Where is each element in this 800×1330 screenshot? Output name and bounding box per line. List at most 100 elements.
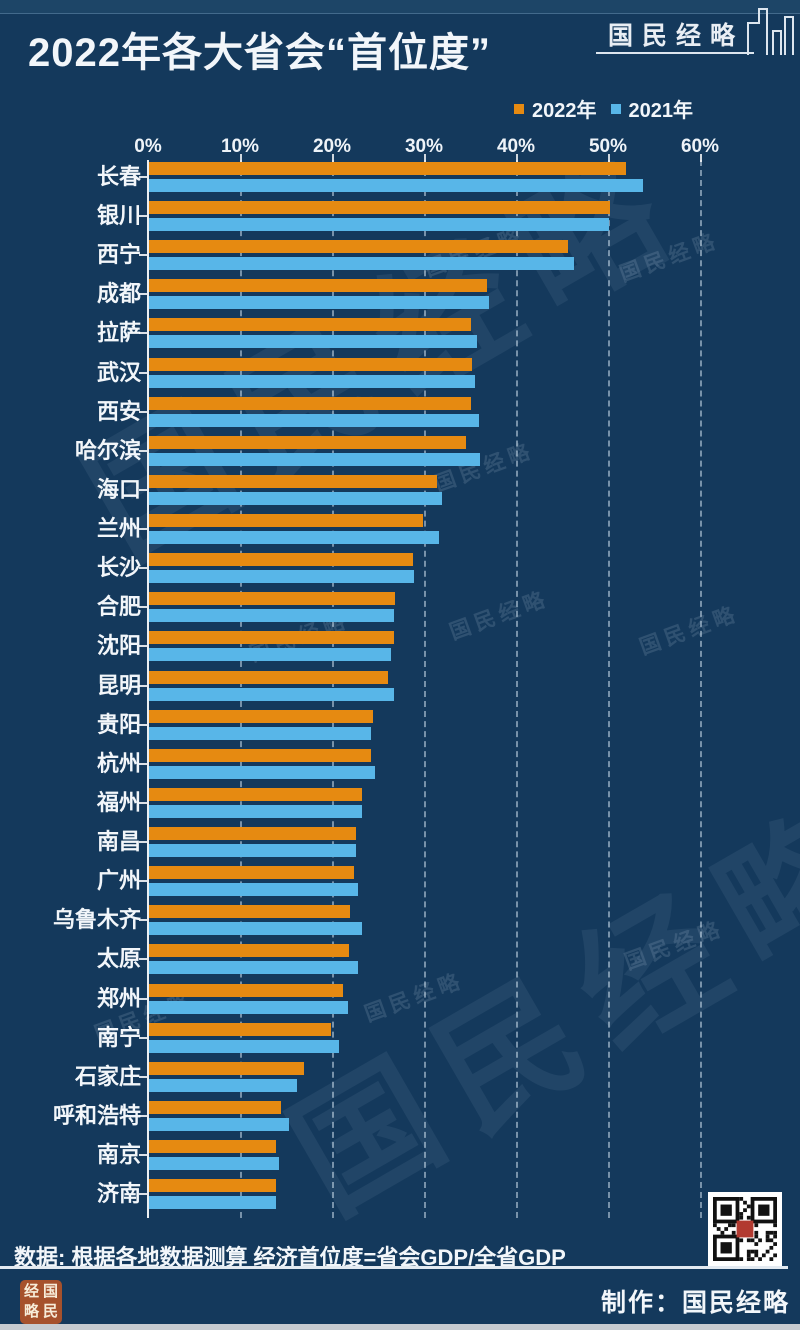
brand-underline bbox=[596, 52, 754, 54]
gridline bbox=[608, 160, 610, 1218]
category-label-西宁: 西宁 bbox=[96, 242, 141, 267]
category-label-合肥: 合肥 bbox=[96, 594, 141, 619]
top-strip bbox=[0, 0, 800, 14]
bar-2021年-武汉 bbox=[149, 375, 475, 388]
bar-2021年-南京 bbox=[149, 1157, 279, 1170]
bar-2021年-兰州 bbox=[149, 531, 439, 544]
category-label-杭州: 杭州 bbox=[96, 751, 141, 776]
y-tick-mark bbox=[139, 450, 147, 452]
y-tick-mark bbox=[139, 958, 147, 960]
legend-item-2022: 2022年 bbox=[514, 94, 597, 123]
bar-2021年-广州 bbox=[149, 883, 358, 896]
bar-2022年-银川 bbox=[149, 201, 610, 214]
category-label-哈尔滨: 哈尔滨 bbox=[74, 438, 141, 463]
seal-char: 国 bbox=[42, 1283, 58, 1300]
bar-2022年-南昌 bbox=[149, 827, 356, 840]
bar-2022年-西宁 bbox=[149, 240, 568, 253]
category-label-福州: 福州 bbox=[96, 790, 141, 815]
bar-2022年-福州 bbox=[149, 788, 362, 801]
category-label-西安: 西安 bbox=[96, 399, 141, 424]
brand-logo-text: 国民经略 bbox=[607, 23, 744, 50]
category-label-南宁: 南宁 bbox=[96, 1025, 141, 1050]
category-label-沈阳: 沈阳 bbox=[96, 633, 141, 658]
bar-2021年-西安 bbox=[149, 414, 479, 427]
x-tick-label: 50% bbox=[588, 136, 628, 157]
y-tick-mark bbox=[139, 1076, 147, 1078]
category-label-长沙: 长沙 bbox=[96, 555, 141, 580]
category-label-南昌: 南昌 bbox=[96, 829, 141, 854]
x-tick-label: 10% bbox=[220, 136, 260, 157]
bar-2022年-长沙 bbox=[149, 553, 413, 566]
y-tick-mark bbox=[139, 724, 147, 726]
bar-2021年-郑州 bbox=[149, 1001, 348, 1014]
bar-2022年-哈尔滨 bbox=[149, 436, 466, 449]
category-label-呼和浩特: 呼和浩特 bbox=[52, 1103, 141, 1128]
y-tick-mark bbox=[139, 606, 147, 608]
y-tick-mark bbox=[139, 802, 147, 804]
bar-2022年-沈阳 bbox=[149, 631, 394, 644]
bar-2021年-石家庄 bbox=[149, 1079, 297, 1092]
bar-2021年-太原 bbox=[149, 961, 358, 974]
bar-2022年-武汉 bbox=[149, 358, 472, 371]
bar-2021年-昆明 bbox=[149, 688, 394, 701]
y-tick-mark bbox=[139, 411, 147, 413]
x-tick-label: 0% bbox=[134, 136, 162, 157]
bar-2021年-呼和浩特 bbox=[149, 1118, 289, 1131]
y-tick-mark bbox=[139, 841, 147, 843]
category-label-济南: 济南 bbox=[96, 1181, 141, 1206]
data-source-note: 数据: 根据各地数据测算 经济首位度=省会GDP/全省GDP bbox=[14, 1245, 566, 1270]
y-tick-mark bbox=[139, 1115, 147, 1117]
bar-2022年-南宁 bbox=[149, 1023, 331, 1036]
y-tick-mark bbox=[139, 763, 147, 765]
bar-2021年-杭州 bbox=[149, 766, 375, 779]
bar-2021年-南宁 bbox=[149, 1040, 339, 1053]
bar-2022年-成都 bbox=[149, 279, 487, 292]
y-tick-mark bbox=[139, 254, 147, 256]
city-skyline-icon bbox=[746, 5, 796, 62]
bar-2022年-杭州 bbox=[149, 749, 371, 762]
y-tick-mark bbox=[139, 1037, 147, 1039]
plot-area: 长春 银川 西宁 成都 拉萨 武汉 西安 哈尔滨 海口 兰州 长沙 合肥 沈阳 昆明 贵阳 杭州 福州 南昌 广州乌… bbox=[0, 160, 800, 1220]
bar-2022年-广州 bbox=[149, 866, 354, 879]
legend-swatch-2022 bbox=[514, 103, 524, 114]
x-tick-mark bbox=[332, 154, 334, 162]
gridline bbox=[516, 160, 518, 1218]
bar-2021年-福州 bbox=[149, 805, 362, 818]
bar-2022年-石家庄 bbox=[149, 1062, 304, 1075]
category-label-长春: 长春 bbox=[96, 164, 141, 189]
category-label-贵阳: 贵阳 bbox=[96, 712, 141, 737]
bar-2021年-银川 bbox=[149, 218, 609, 231]
x-tick-mark bbox=[424, 154, 426, 162]
category-label-广州: 广州 bbox=[96, 868, 141, 893]
y-tick-mark bbox=[139, 489, 147, 491]
page-title: 2022年各大省会“首位度” bbox=[28, 31, 491, 75]
bar-2021年-长沙 bbox=[149, 570, 414, 583]
credit-text: 制作：国民经略 bbox=[600, 1289, 790, 1317]
seal-char: 民 bbox=[42, 1303, 58, 1320]
y-tick-mark bbox=[139, 919, 147, 921]
x-tick-label: 60% bbox=[680, 136, 720, 157]
y-tick-mark bbox=[139, 1193, 147, 1195]
footer-divider-line bbox=[0, 1266, 788, 1269]
gridline bbox=[700, 160, 702, 1218]
category-label-昆明: 昆明 bbox=[96, 673, 141, 698]
bar-2022年-拉萨 bbox=[149, 318, 471, 331]
category-label-武汉: 武汉 bbox=[96, 360, 141, 385]
y-tick-mark bbox=[139, 332, 147, 334]
bar-2021年-海口 bbox=[149, 492, 442, 505]
bar-2021年-西宁 bbox=[149, 257, 574, 270]
y-tick-mark bbox=[139, 215, 147, 217]
category-label-石家庄: 石家庄 bbox=[74, 1064, 141, 1089]
bar-2022年-合肥 bbox=[149, 592, 395, 605]
category-label-乌鲁木齐: 乌鲁木齐 bbox=[52, 907, 141, 932]
bar-2022年-呼和浩特 bbox=[149, 1101, 281, 1114]
category-label-南京: 南京 bbox=[96, 1142, 141, 1167]
x-tick-mark bbox=[516, 154, 518, 162]
qr-code bbox=[708, 1192, 782, 1266]
y-tick-mark bbox=[139, 528, 147, 530]
y-tick-mark bbox=[139, 645, 147, 647]
bar-2021年-哈尔滨 bbox=[149, 453, 480, 466]
seal-char: 经 bbox=[23, 1283, 39, 1300]
bar-2022年-济南 bbox=[149, 1179, 276, 1192]
